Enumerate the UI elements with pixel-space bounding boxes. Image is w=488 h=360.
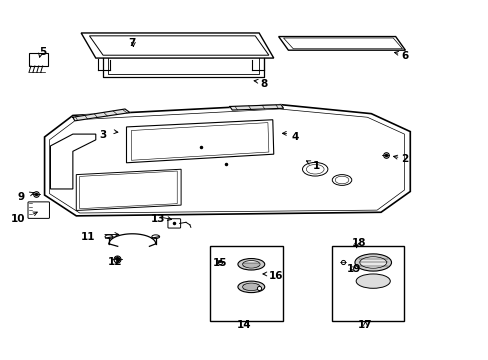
Text: 9: 9: [18, 192, 25, 202]
Ellipse shape: [152, 235, 159, 238]
Text: 14: 14: [237, 320, 251, 330]
Ellipse shape: [334, 176, 348, 184]
Ellipse shape: [105, 235, 113, 238]
Polygon shape: [73, 109, 130, 121]
Text: 12: 12: [108, 257, 122, 267]
Text: 17: 17: [357, 320, 372, 330]
Text: 16: 16: [268, 271, 283, 281]
Ellipse shape: [302, 162, 327, 176]
Text: 1: 1: [312, 161, 319, 171]
Text: 15: 15: [212, 258, 227, 268]
Text: 2: 2: [401, 154, 408, 164]
Text: 5: 5: [39, 46, 46, 57]
Text: 6: 6: [401, 51, 408, 61]
Ellipse shape: [331, 175, 351, 185]
Ellipse shape: [355, 274, 389, 288]
Ellipse shape: [359, 257, 386, 268]
Ellipse shape: [305, 165, 324, 174]
Text: 18: 18: [351, 238, 366, 248]
Text: 10: 10: [11, 214, 25, 224]
Text: 3: 3: [100, 130, 107, 140]
Ellipse shape: [242, 261, 260, 268]
Polygon shape: [229, 105, 283, 110]
Text: 4: 4: [291, 132, 298, 142]
Ellipse shape: [238, 281, 264, 293]
Ellipse shape: [242, 283, 260, 291]
Text: 11: 11: [81, 232, 95, 242]
Text: 13: 13: [151, 214, 165, 224]
Ellipse shape: [354, 254, 391, 271]
FancyBboxPatch shape: [28, 202, 49, 219]
Text: 7: 7: [128, 38, 136, 48]
FancyBboxPatch shape: [167, 219, 180, 228]
Ellipse shape: [238, 258, 264, 270]
Bar: [331, 246, 404, 320]
Text: 8: 8: [260, 79, 267, 89]
Bar: [210, 246, 282, 320]
Text: 19: 19: [346, 264, 361, 274]
Bar: [29, 53, 47, 66]
